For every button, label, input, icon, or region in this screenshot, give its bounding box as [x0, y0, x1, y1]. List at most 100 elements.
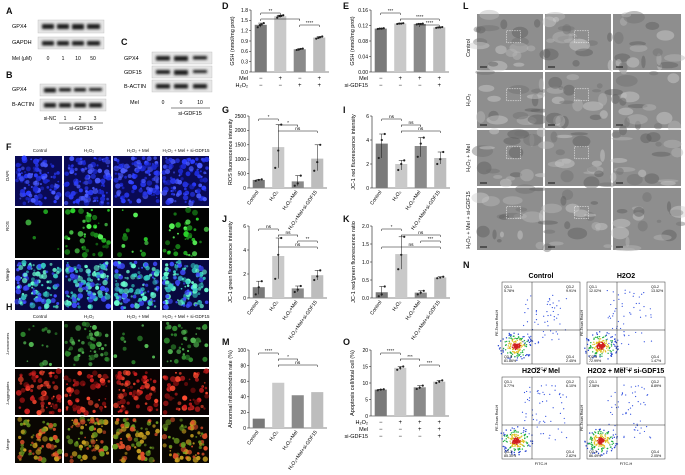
tem-organelle: [646, 132, 661, 143]
condition-mark: +: [278, 76, 282, 82]
micrograph-cell: [86, 374, 92, 379]
micrograph-cell: [191, 281, 194, 284]
micrograph-cell: [165, 179, 172, 186]
micrograph-cell: [52, 273, 58, 279]
micrograph-cell: [86, 223, 92, 229]
flow-event: [505, 451, 507, 453]
flow-event: [606, 447, 609, 450]
micrograph-cell: [150, 292, 157, 299]
micrograph-cell: [77, 287, 84, 293]
flow-event: [511, 427, 513, 429]
flow-event: [509, 440, 511, 442]
flow-quadrant-label: Q3-3: [504, 450, 512, 454]
significance-bracket: [299, 24, 320, 27]
micrograph-cell: [189, 399, 192, 402]
data-point: [403, 235, 406, 238]
data-point: [316, 275, 319, 278]
micrograph-cell: [94, 226, 97, 229]
micrograph-cell: [102, 430, 107, 434]
flow-event: [598, 445, 600, 447]
micrograph-cell: [90, 418, 95, 424]
micrograph-cell: [74, 383, 78, 387]
micrograph-cell: [185, 161, 190, 166]
significance-label: ***: [407, 354, 413, 360]
flow-event: [519, 353, 521, 356]
data-point: [260, 23, 263, 26]
micrograph-cell: [187, 344, 192, 349]
micrograph-cell: [120, 384, 123, 387]
tem-organelle: [524, 108, 541, 112]
blot-a-mel-label: Mel (μM): [12, 56, 32, 62]
flow-event: [515, 440, 518, 442]
micrograph-cell: [128, 165, 131, 168]
data-point: [299, 47, 302, 51]
micrograph-cell: [127, 198, 130, 202]
micrograph-cell: [69, 167, 75, 173]
micrograph-cell: [91, 449, 94, 452]
tem-organelle: [660, 180, 676, 186]
micrograph-cell: [145, 265, 150, 271]
data-point: [435, 381, 438, 385]
micrograph-cell: [169, 261, 175, 267]
micrograph-cell: [149, 298, 153, 301]
flow-event: [561, 431, 563, 433]
micrograph-cell: [40, 384, 44, 388]
significance-bracket: [278, 234, 298, 237]
bar: [311, 158, 324, 188]
flow-event: [553, 316, 555, 318]
micrograph-cell: [92, 325, 97, 330]
flow-event: [522, 336, 524, 338]
flow-event: [524, 345, 526, 347]
micrograph-cell: [74, 355, 80, 361]
tem-tile: [477, 130, 543, 186]
flow-event: [508, 343, 510, 345]
micrograph-cell: [169, 199, 172, 202]
micrograph-cell: [38, 432, 42, 437]
flow-event: [606, 431, 608, 434]
micrograph-cell: [50, 410, 55, 415]
condition-mark: +: [437, 434, 441, 440]
significance-bracket: [278, 124, 298, 127]
micrograph-cell: [84, 193, 89, 198]
micrograph-cell: [148, 173, 151, 176]
flow-quadrant-label: Q3-2: [651, 285, 659, 289]
micrograph-cell: [165, 276, 169, 280]
flow-event: [595, 342, 598, 344]
tem-organelle: [632, 211, 645, 221]
flow-event: [610, 340, 612, 342]
panel-f-row: ROS: [5, 221, 10, 231]
flow-event: [526, 321, 529, 323]
flow-event: [600, 431, 602, 433]
tem-organelle: [633, 206, 645, 217]
flow-event: [607, 345, 610, 347]
micrograph-cell: [174, 200, 177, 203]
tem-organelle: [560, 195, 567, 206]
flow-event: [614, 345, 616, 347]
tem-organelle: [625, 236, 630, 247]
tem-organelle: [599, 110, 608, 119]
flow-event: [602, 348, 605, 351]
flow-event: [502, 445, 504, 448]
micrograph-cell: [162, 248, 167, 253]
micrograph-cell: [154, 170, 161, 177]
data-point: [397, 268, 400, 271]
micrograph-cell: [97, 234, 104, 240]
micrograph-cell: [77, 264, 80, 267]
data-point: [400, 253, 403, 256]
flow-event: [548, 297, 551, 300]
micrograph-cell: [90, 231, 96, 237]
micrograph-cell: [52, 305, 56, 308]
micrograph-cell: [192, 240, 198, 246]
micrograph-cell: [138, 188, 143, 193]
micrograph-cell: [113, 177, 119, 183]
flow-event: [530, 295, 532, 297]
flow-event: [517, 434, 519, 436]
tem-organelle: [570, 132, 588, 136]
condition-mark: −: [379, 434, 383, 440]
micrograph-cell: [190, 159, 196, 164]
micrograph-cell: [55, 304, 59, 309]
flow-event: [547, 300, 549, 303]
tem-organelle: [479, 146, 495, 150]
tem-organelle: [568, 33, 578, 44]
flow-event: [604, 343, 606, 345]
